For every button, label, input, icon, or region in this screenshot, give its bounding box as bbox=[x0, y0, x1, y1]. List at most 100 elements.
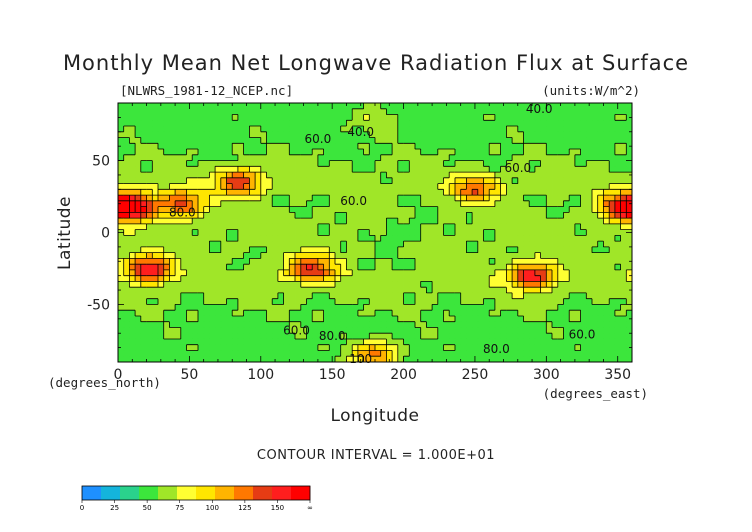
contour-label: 60.0 bbox=[305, 132, 332, 146]
heatmap-cell bbox=[426, 344, 433, 351]
heatmap-cell bbox=[140, 223, 147, 231]
heatmap-cell bbox=[163, 108, 170, 115]
heatmap-cell bbox=[437, 200, 444, 207]
heatmap-cell bbox=[409, 315, 416, 323]
heatmap-cell bbox=[203, 350, 210, 357]
heatmap-cell bbox=[437, 310, 444, 317]
heatmap-cell bbox=[118, 137, 125, 144]
heatmap-cell bbox=[295, 235, 302, 242]
heatmap-cell bbox=[357, 166, 364, 173]
heatmap-cell bbox=[472, 223, 479, 231]
contour-label: 60.0 bbox=[283, 323, 310, 337]
heatmap-cell bbox=[534, 189, 542, 196]
heatmap-cell bbox=[426, 287, 433, 294]
heatmap-cell bbox=[466, 338, 473, 346]
heatmap-cell bbox=[512, 143, 519, 150]
heatmap-cell bbox=[432, 195, 439, 202]
heatmap-cell bbox=[477, 206, 484, 213]
heatmap-cell bbox=[266, 292, 273, 300]
heatmap-cell bbox=[432, 350, 439, 357]
heatmap-cell bbox=[517, 218, 524, 225]
heatmap-cell bbox=[323, 350, 330, 357]
heatmap-cell bbox=[494, 333, 502, 340]
heatmap-cell bbox=[118, 195, 125, 202]
heatmap-cell bbox=[375, 235, 382, 242]
heatmap-cell bbox=[220, 229, 227, 236]
heatmap-cell bbox=[375, 229, 382, 236]
heatmap-cell bbox=[403, 344, 410, 351]
heatmap-cell bbox=[209, 103, 216, 110]
heatmap-cell bbox=[437, 298, 444, 305]
heatmap-cell bbox=[534, 200, 542, 207]
heatmap-cell bbox=[460, 356, 467, 363]
heatmap-cell bbox=[129, 321, 136, 328]
heatmap-cell bbox=[363, 160, 370, 167]
heatmap-cell bbox=[586, 310, 593, 317]
heatmap-cell bbox=[432, 108, 439, 115]
heatmap-cell bbox=[135, 264, 142, 271]
heatmap-cell bbox=[266, 275, 273, 282]
heatmap-cell bbox=[220, 281, 227, 288]
heatmap-cell bbox=[609, 189, 616, 196]
heatmap-cell bbox=[203, 281, 210, 288]
heatmap-cell bbox=[335, 292, 342, 300]
heatmap-cell bbox=[369, 103, 376, 110]
heatmap-cell bbox=[523, 310, 530, 317]
heatmap-cell bbox=[563, 218, 570, 225]
heatmap-cell bbox=[295, 315, 302, 323]
heatmap-cell bbox=[472, 137, 479, 144]
heatmap-cell bbox=[289, 310, 296, 317]
heatmap-cell bbox=[215, 338, 222, 346]
heatmap-cell bbox=[574, 350, 581, 357]
heatmap-cell bbox=[546, 350, 553, 357]
heatmap-cell bbox=[620, 315, 627, 323]
heatmap-cell bbox=[140, 338, 147, 346]
heatmap-cell bbox=[226, 264, 233, 271]
heatmap-cell bbox=[449, 160, 456, 167]
heatmap-cell bbox=[340, 223, 347, 231]
heatmap-cell bbox=[454, 206, 462, 213]
heatmap-cell bbox=[215, 246, 222, 254]
heatmap-cell bbox=[432, 166, 439, 173]
heatmap-cell bbox=[135, 189, 142, 196]
heatmap-cell bbox=[237, 310, 245, 317]
heatmap-cell bbox=[169, 292, 176, 300]
heatmap-cell bbox=[472, 218, 479, 225]
heatmap-cell bbox=[460, 195, 467, 202]
heatmap-cell bbox=[580, 315, 587, 323]
heatmap-cell bbox=[306, 189, 313, 196]
heatmap-cell bbox=[552, 275, 559, 282]
heatmap-cell bbox=[260, 287, 267, 294]
heatmap-cell bbox=[266, 235, 273, 242]
heatmap-cell bbox=[540, 126, 547, 133]
heatmap-cell bbox=[529, 241, 536, 248]
heatmap-cell bbox=[237, 114, 245, 121]
heatmap-cell bbox=[603, 229, 610, 236]
heatmap-cell bbox=[420, 149, 427, 156]
heatmap-cell bbox=[603, 172, 610, 179]
heatmap-cell bbox=[580, 103, 587, 110]
heatmap-cell bbox=[272, 258, 279, 265]
heatmap-cell bbox=[346, 143, 353, 150]
heatmap-cell bbox=[552, 149, 559, 156]
heatmap-cell bbox=[403, 246, 410, 254]
heatmap-cell bbox=[614, 108, 621, 115]
heatmap-cell bbox=[266, 258, 273, 265]
heatmap-cell bbox=[603, 103, 610, 110]
heatmap-cell bbox=[580, 275, 587, 282]
heatmap-cell bbox=[614, 172, 621, 179]
heatmap-cell bbox=[369, 275, 376, 282]
heatmap-cell bbox=[317, 344, 324, 351]
heatmap-cell bbox=[123, 344, 130, 351]
heatmap-cell bbox=[392, 246, 399, 254]
heatmap-cell bbox=[592, 212, 599, 219]
heatmap-cell bbox=[140, 258, 147, 265]
heatmap-cell bbox=[620, 338, 627, 346]
heatmap-cell bbox=[466, 281, 473, 288]
heatmap-cell bbox=[449, 241, 456, 248]
heatmap-cell bbox=[300, 200, 307, 207]
heatmap-cell bbox=[237, 126, 245, 133]
heatmap-cell bbox=[232, 206, 239, 213]
heatmap-cell bbox=[129, 275, 136, 282]
heatmap-cell bbox=[180, 275, 187, 282]
